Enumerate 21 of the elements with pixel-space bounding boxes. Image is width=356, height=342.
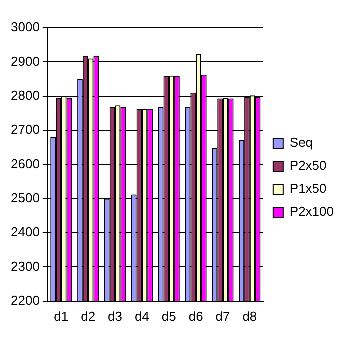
x-tick-label: d3 xyxy=(108,308,122,324)
x-tick-label: d8 xyxy=(242,308,258,324)
y-tick-label: 2300 xyxy=(11,258,40,274)
x-tick-label: d1 xyxy=(54,308,69,324)
legend-label: P1x50 xyxy=(290,181,327,196)
y-tick-label: 2700 xyxy=(11,122,40,138)
x-tick-label: d7 xyxy=(216,308,230,324)
x-tick-label: d5 xyxy=(162,308,176,324)
y-tick-label: 2500 xyxy=(11,190,40,206)
x-tick-label: d6 xyxy=(188,308,204,324)
y-tick-label: 2400 xyxy=(11,224,40,240)
y-tick-label: 2900 xyxy=(11,54,40,69)
legend-label: Seq xyxy=(290,135,314,150)
legend-label: P2x100 xyxy=(290,204,334,220)
x-tick-label: d4 xyxy=(134,308,150,324)
y-tick-label: 3000 xyxy=(11,20,40,35)
y-tick-label: 2200 xyxy=(11,292,40,308)
y-tick-label: 2600 xyxy=(11,156,40,172)
y-tick-label: 2800 xyxy=(11,88,40,103)
x-tick-label: d2 xyxy=(81,308,96,324)
legend-label: P2x50 xyxy=(290,158,327,174)
